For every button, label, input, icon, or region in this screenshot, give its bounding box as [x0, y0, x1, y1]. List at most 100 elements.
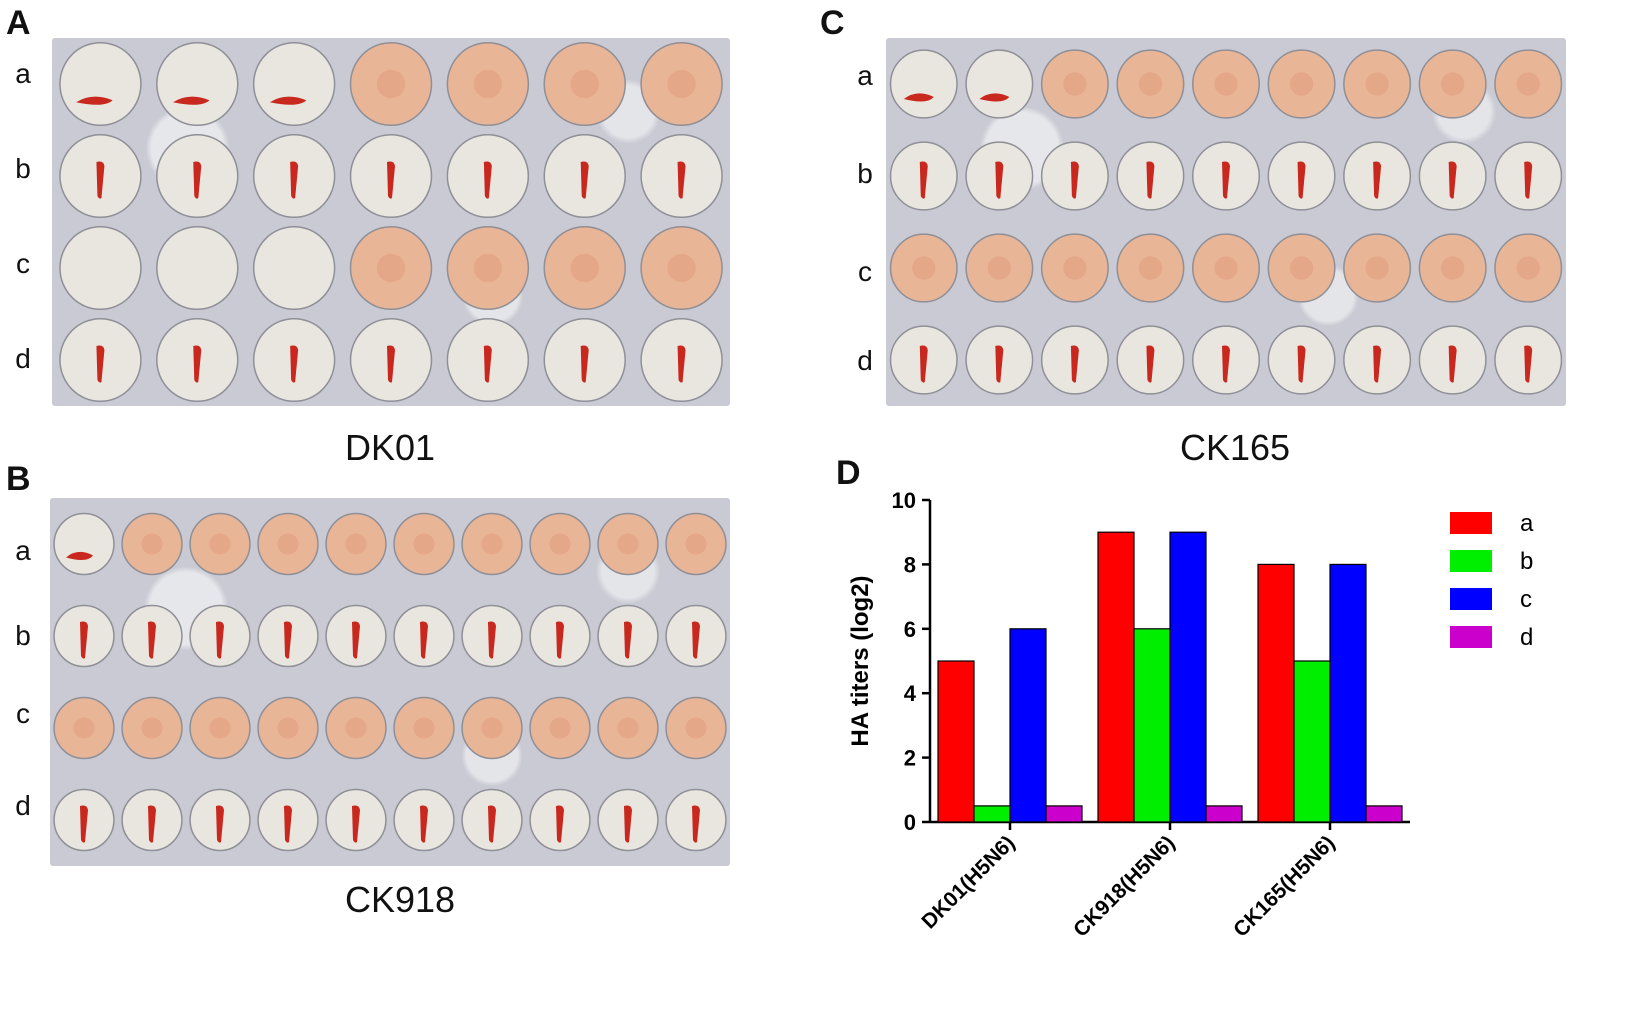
plate-image-ck918	[50, 498, 730, 866]
well	[325, 512, 387, 576]
well	[1116, 233, 1185, 303]
well	[461, 696, 523, 760]
well	[53, 512, 115, 576]
legend-label-b: b	[1520, 548, 1533, 575]
well	[529, 604, 591, 668]
well	[640, 133, 723, 219]
well	[1116, 49, 1185, 119]
well	[461, 788, 523, 852]
well	[1418, 233, 1487, 303]
well	[1267, 49, 1336, 119]
well	[257, 696, 319, 760]
well	[325, 604, 387, 668]
well	[1418, 141, 1487, 211]
well	[121, 604, 183, 668]
well	[597, 512, 659, 576]
well-plate-drawing	[53, 512, 727, 852]
bar-c	[1009, 628, 1047, 823]
well	[257, 788, 319, 852]
well	[543, 225, 626, 311]
y-tick-label: 0	[904, 810, 916, 835]
well	[1040, 141, 1109, 211]
panel-a-row-d: d	[15, 343, 31, 374]
well	[1040, 49, 1109, 119]
well	[189, 604, 251, 668]
well	[393, 604, 455, 668]
bar-a	[937, 660, 975, 823]
well	[325, 788, 387, 852]
well	[965, 233, 1034, 303]
well	[665, 788, 727, 852]
well-plate-drawing	[889, 49, 1563, 395]
legend-label-c: c	[1520, 586, 1532, 613]
legend-swatch-d	[1450, 626, 1492, 648]
panel-c-row-c: c	[858, 256, 872, 287]
well	[665, 512, 727, 576]
well	[1116, 325, 1185, 395]
y-tick-label: 4	[904, 681, 917, 706]
x-tick-label: CK918(H5N6)	[1069, 831, 1179, 941]
well	[446, 41, 530, 127]
well	[446, 225, 530, 311]
well	[1343, 49, 1412, 119]
panel-a-row-b: b	[15, 153, 31, 184]
well	[529, 696, 591, 760]
well-plate-drawing	[59, 41, 723, 403]
legend-swatch-a	[1450, 512, 1492, 534]
plate-caption-ck165: CK165	[1179, 427, 1291, 468]
well	[665, 696, 727, 760]
well	[156, 41, 239, 127]
well	[1494, 141, 1563, 211]
well	[1040, 233, 1109, 303]
x-tick-label: CK165(H5N6)	[1229, 831, 1339, 941]
well	[1343, 141, 1412, 211]
panel-b-row-c: c	[16, 698, 30, 729]
well	[1418, 325, 1487, 395]
y-tick-label: 6	[904, 617, 916, 642]
bar-d	[1365, 805, 1403, 823]
well	[1040, 325, 1109, 395]
well	[121, 788, 183, 852]
legend-label-a: a	[1520, 510, 1534, 537]
well	[446, 133, 530, 219]
well	[1116, 141, 1185, 211]
well	[1418, 49, 1487, 119]
well	[189, 696, 251, 760]
panel-c-row-a: a	[857, 60, 873, 91]
well	[349, 225, 433, 311]
bar-a	[1097, 531, 1135, 823]
well	[597, 604, 659, 668]
legend-swatch-c	[1450, 588, 1492, 610]
panel-c-row-d: d	[857, 345, 873, 376]
y-axis-title: HA titers (log2)	[847, 575, 874, 746]
well	[53, 696, 115, 760]
legend-label-d: d	[1520, 624, 1533, 651]
well	[640, 41, 723, 127]
well	[889, 233, 958, 303]
well	[597, 696, 659, 760]
well	[461, 604, 523, 668]
well	[1192, 49, 1260, 119]
well	[529, 512, 591, 576]
bar-b	[973, 805, 1011, 823]
well	[257, 512, 319, 576]
panel-a-row-c: c	[16, 248, 30, 279]
well	[665, 604, 727, 668]
well	[257, 604, 319, 668]
well	[1192, 233, 1260, 303]
y-tick-label: 10	[892, 488, 916, 513]
well	[640, 225, 723, 311]
well	[252, 133, 336, 219]
panel-a-letter: A	[6, 4, 31, 42]
well	[965, 325, 1034, 395]
bar-a	[1257, 563, 1295, 823]
well	[1192, 325, 1260, 395]
well	[529, 788, 591, 852]
well	[1494, 49, 1563, 119]
well	[1267, 233, 1336, 303]
well	[252, 225, 336, 311]
well	[349, 317, 433, 403]
well	[59, 133, 142, 219]
plate-image-dk01	[52, 38, 730, 406]
well	[121, 512, 183, 576]
